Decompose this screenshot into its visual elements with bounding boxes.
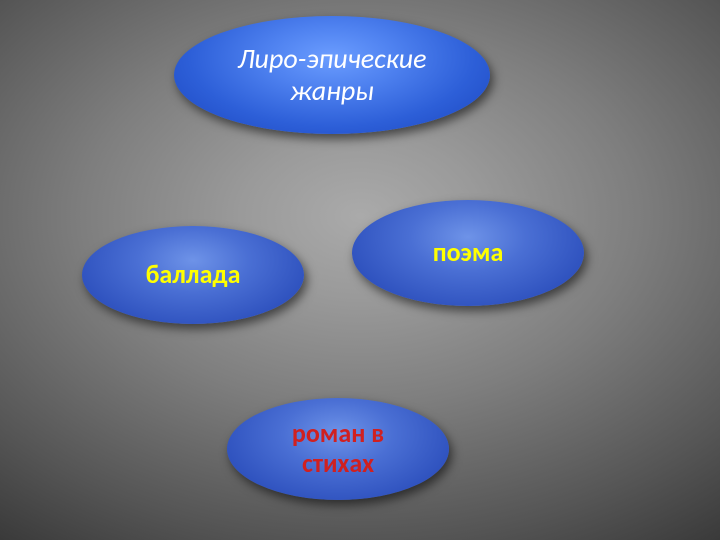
- title-line2: жанры: [290, 73, 374, 108]
- title-ellipse: Лиро-эпические жанры: [174, 16, 490, 134]
- item-ballad-label: баллада: [136, 260, 251, 290]
- title-line1: Лиро-эпические: [237, 41, 426, 76]
- item-ballad-ellipse: баллада: [82, 226, 304, 324]
- item-poem-ellipse: поэма: [352, 200, 584, 306]
- item-poem-label: поэма: [423, 238, 514, 268]
- item-novel-label: роман в стихах: [282, 419, 394, 479]
- item-novel-line1: роман в: [292, 417, 384, 449]
- item-novel-ellipse: роман в стихах: [227, 398, 449, 500]
- item-novel-line2: стихах: [302, 447, 374, 479]
- title-text: Лиро-эпические жанры: [225, 43, 438, 107]
